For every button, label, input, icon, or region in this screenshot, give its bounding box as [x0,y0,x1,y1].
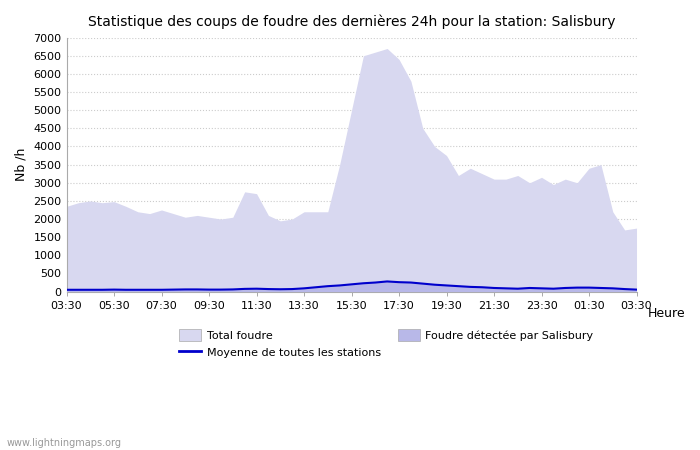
Y-axis label: Nb /h: Nb /h [15,148,28,181]
Text: Heure: Heure [648,307,685,320]
Text: www.lightningmaps.org: www.lightningmaps.org [7,438,122,448]
Title: Statistique des coups de foudre des dernières 24h pour la station: Salisbury: Statistique des coups de foudre des dern… [88,15,615,30]
Legend: Total foudre, Moyenne de toutes les stations, Foudre détectée par Salisbury: Total foudre, Moyenne de toutes les stat… [175,325,598,362]
